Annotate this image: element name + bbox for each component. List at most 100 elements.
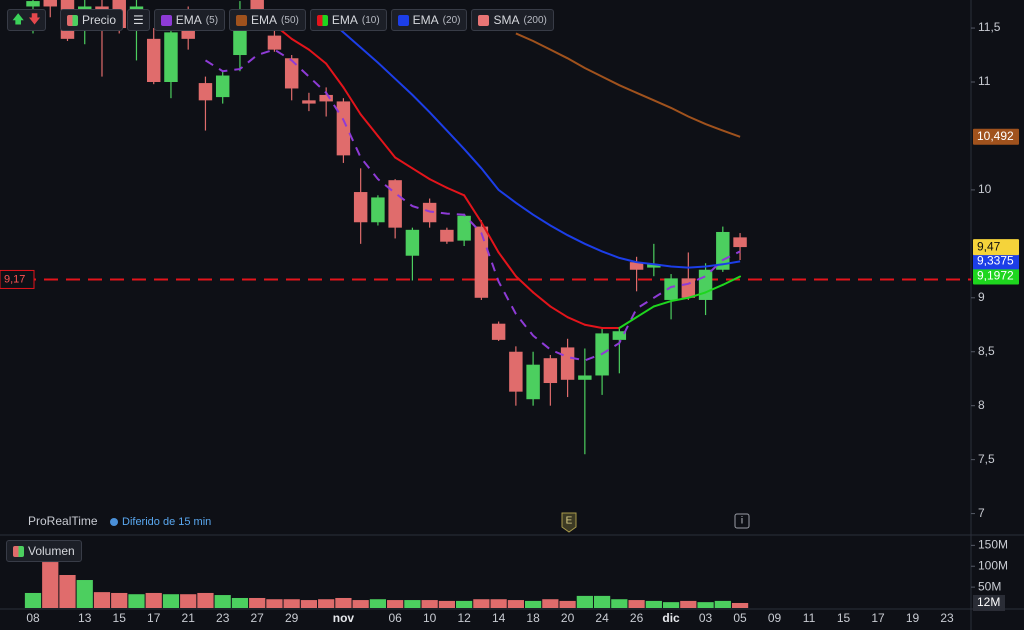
x-tick-label: dic (662, 611, 680, 625)
volume-bar (42, 562, 59, 608)
indicator-segment (445, 186, 466, 197)
x-tick-label: 23 (216, 611, 230, 625)
x-tick-label: 21 (182, 611, 196, 625)
price-tag-label: 9,47 (977, 239, 1001, 253)
x-tick-label: 09 (768, 611, 782, 625)
candle-body (509, 351, 523, 392)
volume-title: Volumen (28, 544, 75, 558)
volume-bar (352, 600, 369, 608)
level-label: 9,17 (4, 273, 25, 285)
volume-bar (266, 599, 283, 608)
swatch (160, 14, 172, 26)
volume-bar (145, 592, 162, 608)
candle-body (474, 226, 489, 298)
info-marker[interactable] (734, 513, 750, 529)
volume-bar (214, 595, 231, 608)
indicator-segment (704, 283, 724, 294)
candle-body (43, 0, 57, 7)
indicator-segment (376, 134, 397, 159)
candle-body (267, 35, 282, 50)
up-arrow[interactable]: 🡅 (12, 11, 25, 26)
x-tick-label: 11 (803, 611, 816, 625)
toolbar: 🡅 🡇 (7, 9, 46, 31)
candle-body (578, 375, 592, 380)
y-tick-label: 11 (978, 74, 991, 88)
candle-body (215, 75, 230, 98)
candle-body (353, 192, 368, 223)
indicator-segment (549, 305, 569, 319)
candle-body (457, 215, 471, 241)
list-button[interactable]: ☰ (127, 9, 150, 31)
x-tick-label: 06 (388, 611, 402, 625)
volume-bar (542, 599, 559, 608)
indicator-line (325, 16, 741, 269)
volume-bar (111, 592, 128, 608)
x-tick-label: 03 (699, 611, 713, 625)
price-tag (973, 268, 1019, 285)
indicator-segment (463, 194, 483, 224)
indicator-segment (652, 300, 673, 308)
delay-icon (110, 518, 118, 526)
indicator-segment (566, 316, 586, 326)
indicator-line (515, 32, 741, 138)
indicator-segment (721, 275, 742, 286)
legend-label: EMA (412, 13, 439, 27)
x-tick-label: 20 (561, 611, 575, 625)
legend-item[interactable]: Precio (60, 9, 124, 31)
candle-body (233, 30, 247, 56)
legend-item[interactable]: SMA (200) (471, 9, 554, 31)
volume-legend[interactable]: Volumen (6, 540, 82, 562)
volume-bar (524, 600, 542, 608)
x-tick-label: 15 (837, 611, 851, 625)
volume-tag (973, 594, 1005, 611)
indicator-segment (532, 291, 552, 308)
swatch (397, 14, 409, 26)
legend-param: (200) (523, 14, 547, 26)
volume-bar (490, 599, 507, 608)
x-tick-label: 29 (285, 611, 299, 625)
legend-item[interactable]: EMA (5) (153, 9, 226, 31)
volume-bar (162, 594, 180, 608)
candle-body (302, 100, 316, 104)
y-tick-label: 7,5 (978, 452, 995, 466)
candle-body (612, 331, 627, 340)
candle-body (698, 269, 713, 300)
legend-item[interactable]: EMA (50) (229, 9, 306, 31)
volume-bar (645, 600, 662, 608)
candle-body (647, 264, 661, 268)
level-tag (0, 269, 35, 289)
legend-label: EMA (175, 13, 202, 27)
volume-tag-label: 12M (977, 595, 1000, 609)
indicator-segment (635, 305, 655, 319)
legend-param: (5) (205, 14, 219, 26)
candle-body (543, 358, 558, 384)
volume-tick-label: 150M (978, 538, 1008, 552)
legend-item[interactable]: EMA (10) (309, 9, 387, 31)
volume-bar (231, 597, 249, 608)
indicator-segment (394, 156, 414, 170)
volume-bar (24, 592, 42, 608)
candle-body (491, 323, 506, 340)
legend-item[interactable]: EMA (20) (390, 9, 468, 31)
x-tick-label: 18 (526, 611, 540, 625)
volume-bar (283, 599, 300, 608)
volume-bar (404, 600, 421, 608)
x-tick-label: 08 (26, 611, 40, 625)
arrow-buttons[interactable]: 🡅 🡇 (7, 9, 46, 31)
volume-bar (249, 597, 266, 608)
down-arrow[interactable]: 🡇 (28, 11, 41, 26)
indicator-segment (411, 167, 431, 181)
x-tick-label: 10 (423, 611, 437, 625)
volume-bar (576, 595, 593, 608)
x-tick-label: 14 (492, 611, 506, 625)
event-marker[interactable] (561, 512, 577, 533)
volume-bar (731, 602, 749, 608)
event-label[interactable]: E (566, 516, 573, 527)
info-label[interactable]: i (741, 516, 743, 527)
legend-label: Precio (82, 13, 117, 27)
volume-bar (369, 599, 387, 608)
volume-bar (128, 594, 145, 608)
indicator-segment (290, 37, 310, 51)
volume-bar (93, 592, 111, 608)
